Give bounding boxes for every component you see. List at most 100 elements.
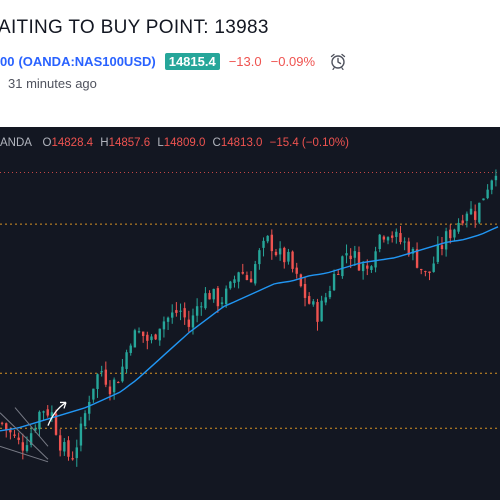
candle-body (229, 281, 232, 289)
candle-body (457, 222, 460, 232)
candle-body (200, 306, 203, 308)
candle-body (112, 379, 116, 393)
ohlc-legend: ANDA O14828.4 H14857.6 L14809.0 C14813.0… (0, 137, 349, 153)
candle-body (449, 229, 452, 239)
candle-body (415, 249, 419, 268)
candle-body (42, 411, 45, 413)
candle-body (266, 235, 269, 242)
candle-body (204, 293, 207, 309)
candle-body (424, 271, 427, 273)
candle-body (440, 245, 444, 250)
candle-body (274, 251, 278, 256)
alarm-clock-icon[interactable] (329, 52, 347, 71)
candle-body (316, 302, 319, 322)
candle-body (291, 251, 294, 269)
last-price-badge: 14815.4 (164, 52, 220, 70)
candle-body (216, 288, 220, 307)
candle-body (332, 273, 336, 291)
candle-body (390, 235, 394, 238)
candle-body (67, 440, 70, 457)
candle-body (382, 236, 386, 240)
candle-body (154, 334, 157, 340)
idea-title: AITING TO BUY POINT: 13983 (0, 17, 269, 38)
published-time: 31 minutes ago (8, 76, 97, 91)
candle-body (444, 231, 448, 250)
candle-body (324, 297, 327, 303)
candle-body (258, 250, 261, 265)
candle-body (141, 331, 145, 337)
symbol-link[interactable]: (OANDA:NAS100USD) (18, 53, 156, 69)
candle-body (179, 310, 182, 312)
candle-body (54, 413, 58, 435)
candle-body (254, 264, 257, 284)
candle-body (79, 423, 83, 446)
candle-body (88, 401, 91, 414)
candle-body (494, 175, 498, 181)
candle-body (420, 268, 423, 271)
candle-body (478, 202, 481, 223)
candle-body (63, 442, 66, 452)
candle-body (38, 411, 41, 430)
candle-body (453, 229, 456, 238)
candle-body (100, 371, 103, 373)
candle-body (295, 267, 298, 274)
candle-body (395, 231, 398, 237)
candle-body (158, 328, 161, 341)
price-change-percent: −0.09% (270, 53, 316, 69)
candle-body (224, 288, 228, 305)
candle-body (21, 442, 25, 451)
ohlc-source: ANDA (0, 137, 32, 149)
symbol-row: 00 (OANDA:NAS100USD) 14815.4 −13.0 −0.09… (0, 51, 347, 71)
candle-body (34, 428, 37, 431)
candle-body (407, 241, 410, 255)
ohlc-low-value: 14809.0 (163, 137, 206, 149)
candle-body (328, 290, 332, 298)
candle-body (121, 366, 124, 382)
candle-body (150, 336, 153, 341)
candle-body (345, 253, 348, 256)
candle-body (490, 180, 493, 190)
candle-body (58, 435, 62, 451)
up-arrow-drawing (47, 401, 67, 426)
candle-body (337, 273, 340, 275)
candle-body (108, 386, 112, 395)
candle-body (283, 247, 286, 263)
candle-body (133, 330, 137, 348)
chart-area[interactable] (0, 127, 500, 500)
candle-body (278, 248, 282, 255)
candle-body (270, 234, 274, 252)
candle-body (5, 423, 8, 430)
trend-drawing-line-1 (0, 412, 49, 460)
candle-body (208, 293, 211, 300)
candle-body (469, 208, 473, 215)
candle-body (104, 369, 108, 385)
ohlc-high-value: 14857.6 (108, 137, 151, 149)
candle-body (233, 279, 236, 283)
candle-body (403, 241, 406, 243)
candle-body (312, 301, 315, 305)
candle-body (220, 302, 224, 305)
symbol-price-prefix[interactable]: 00 (0, 53, 15, 69)
candle-body (162, 321, 166, 330)
candle-body (461, 220, 464, 224)
candle-body (241, 272, 244, 274)
candle-body (357, 252, 361, 271)
candle-body (17, 437, 20, 440)
candle-body (129, 345, 132, 353)
candlestick-chart[interactable] (0, 127, 500, 500)
candle-body (117, 381, 120, 384)
ohlc-high-label: H (100, 137, 109, 149)
candle-body (428, 271, 431, 273)
candle-body (307, 296, 311, 304)
ohlc-open-value: 14828.4 (51, 137, 94, 149)
candle-body (411, 249, 415, 254)
moving-average-line (0, 226, 499, 432)
ohlc-open-label: O (42, 137, 52, 149)
candle-body (195, 306, 199, 316)
candle-body (465, 213, 469, 221)
candle-body (303, 283, 307, 298)
candle-body (341, 256, 344, 277)
candle-body (262, 240, 265, 248)
candle-body (137, 331, 141, 333)
candle-body (166, 317, 170, 322)
